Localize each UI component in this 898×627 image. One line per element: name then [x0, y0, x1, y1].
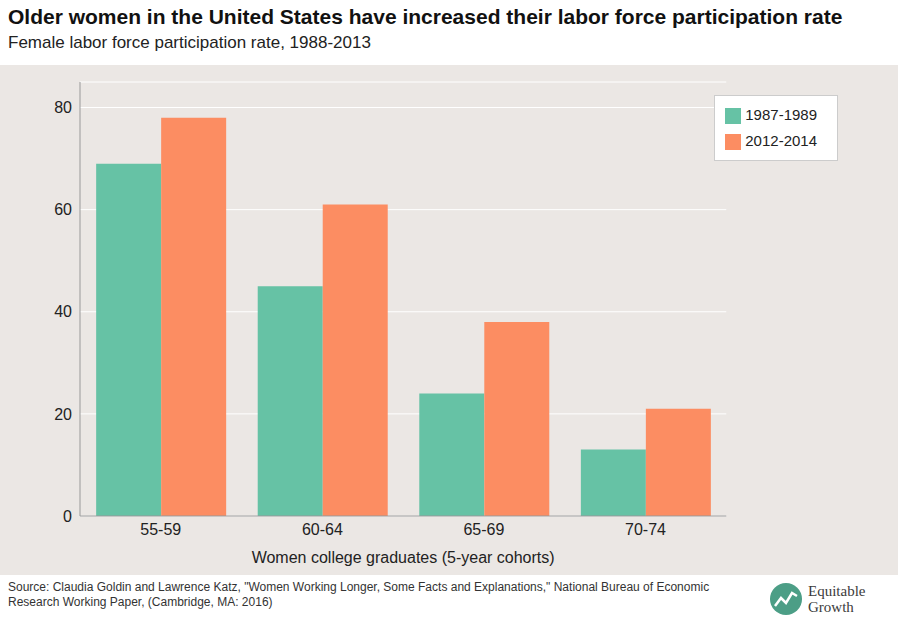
svg-text:40: 40: [54, 303, 72, 320]
svg-text:55-59: 55-59: [140, 521, 181, 538]
html-text:Older women in the United Stat: Older women in the United States have in…: [8, 5, 843, 28]
svg-text:0: 0: [63, 508, 72, 525]
svg-text:Women college graduates (5-yea: Women college graduates (5-year cohorts): [252, 549, 555, 566]
html-text:Source: Claudia Goldin and Law: Source: Claudia Goldin and Lawrence Katz…: [8, 580, 710, 609]
svg-text:60-64: 60-64: [302, 521, 343, 538]
svg-text:60: 60: [54, 201, 72, 218]
svg-text:80: 80: [54, 99, 72, 116]
svg-text:65-69: 65-69: [463, 521, 504, 538]
svg-text:70-74: 70-74: [625, 521, 666, 538]
html-text:2012-2014: 2012-2014: [745, 132, 817, 149]
html-text:1987-1989: 1987-1989: [745, 106, 817, 123]
html-text:Female labor force participati: Female labor force participation rate, 1…: [8, 33, 371, 52]
svg-text:20: 20: [54, 406, 72, 423]
html-text:Equitable Growth: Equitable Growth: [808, 583, 866, 615]
